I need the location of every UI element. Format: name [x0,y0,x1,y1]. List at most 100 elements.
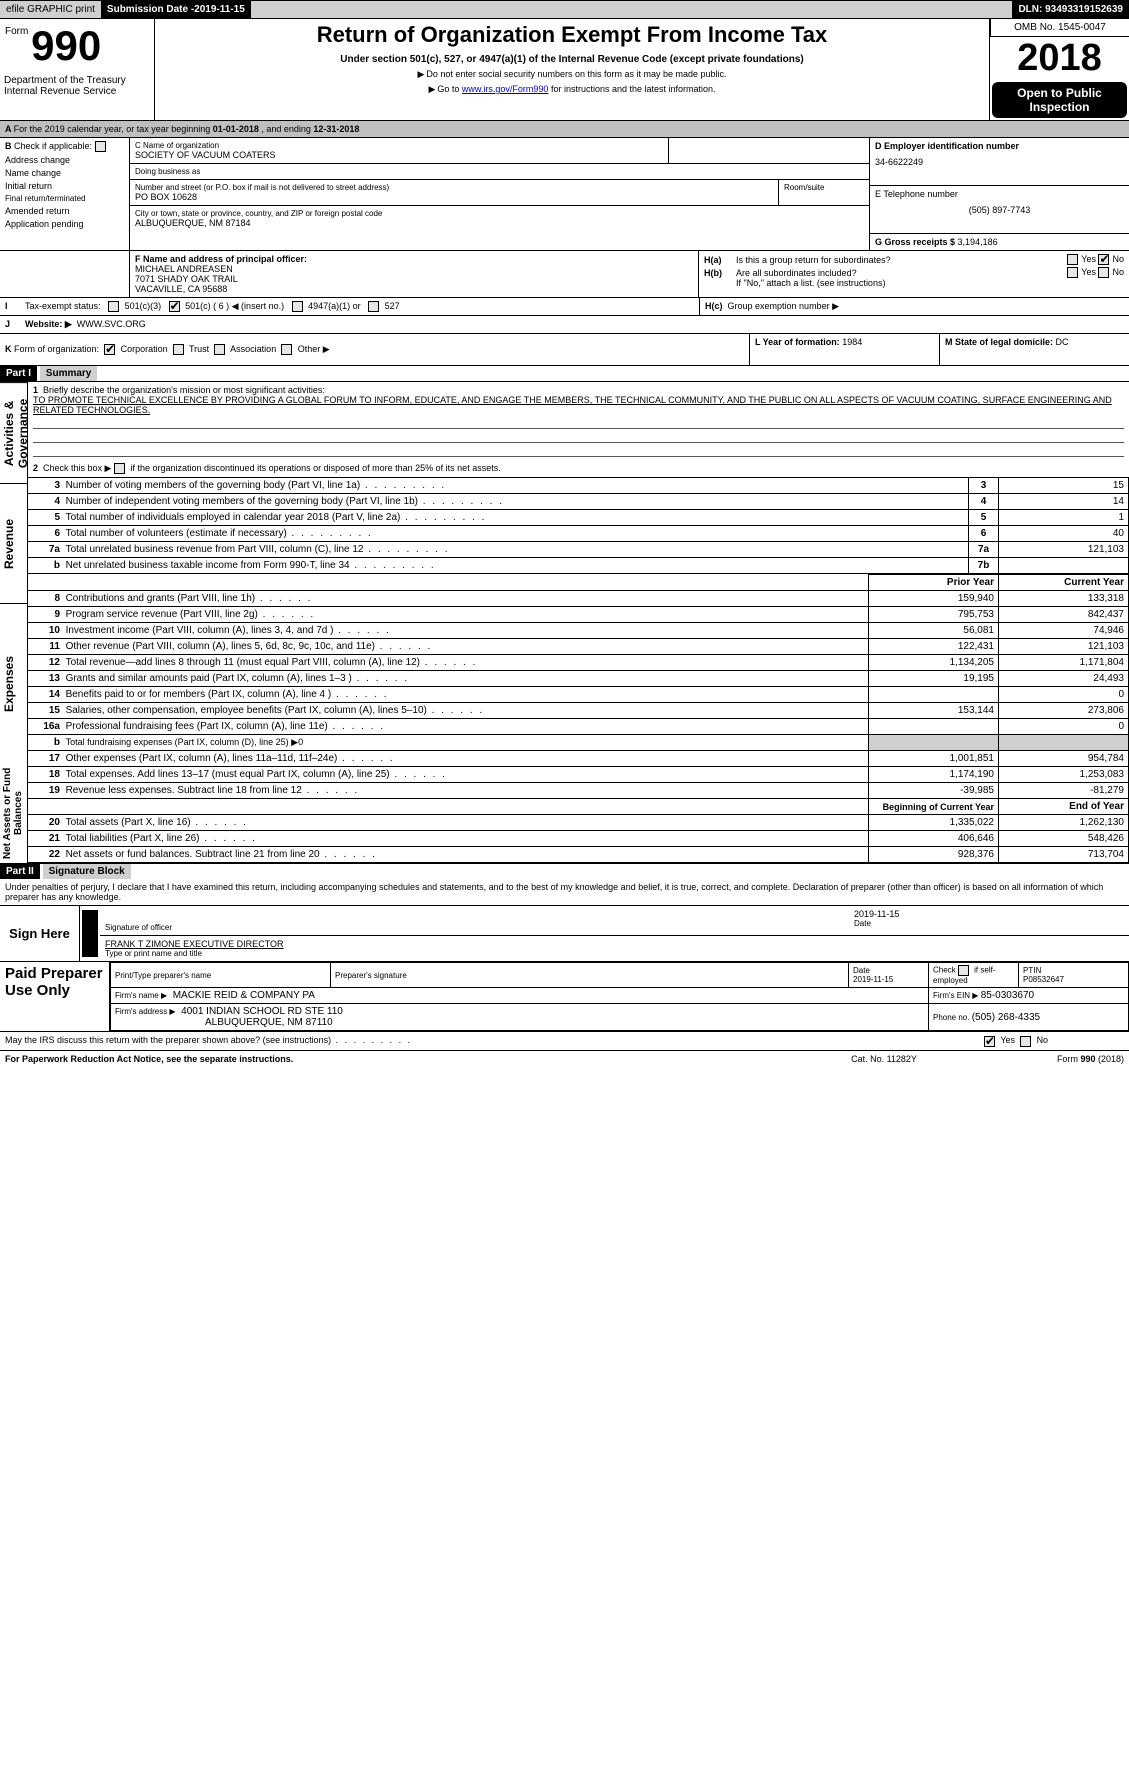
hb-yes-checkbox[interactable] [1067,267,1078,278]
row-9: 9 Program service revenue (Part VIII, li… [28,607,1129,623]
officer-addr1: 7071 SHADY OAK TRAIL [135,274,693,284]
website-value: WWW.SVC.ORG [77,319,146,329]
period-line: A For the 2019 calendar year, or tax yea… [0,121,1129,138]
hb-no-checkbox[interactable] [1098,267,1109,278]
tax-exempt-row: I Tax-exempt status: 501(c)(3) 501(c) ( … [0,298,1129,316]
cat-no: Cat. No. 11282Y [804,1054,964,1064]
website-row: J Website: ▶ WWW.SVC.ORG [0,316,1129,334]
form-org-row: K Form of organization: Corporation Trus… [0,334,1129,366]
dba-label: Doing business as [135,167,864,176]
i-4947-checkbox[interactable] [292,301,303,312]
discuss-row: May the IRS discuss this return with the… [0,1032,1129,1050]
b-name-change[interactable]: Name change [5,168,124,178]
row-17: 17 Other expenses (Part IX, column (A), … [28,751,1129,767]
i-label: Tax-exempt status: [25,301,101,311]
hc-label: Group exemption number ▶ [728,301,839,311]
row-18: 18 Total expenses. Add lines 13–17 (must… [28,767,1129,783]
part1-header: Part I Summary [0,366,1129,382]
k-assoc-checkbox[interactable] [214,344,225,355]
b-amended-return[interactable]: Amended return [5,206,124,216]
sign-here-label: Sign Here [9,926,70,941]
part1-title: Summary [40,366,98,381]
firm-name: MACKIE REID & COMPANY PA [173,990,315,1001]
line2-text: Check this box ▶ if the organization dis… [43,463,501,473]
discuss-yes-checkbox[interactable] [984,1036,995,1047]
ein-value: 34-6622249 [875,157,1124,167]
k-other-checkbox[interactable] [281,344,292,355]
i-527-checkbox[interactable] [368,301,379,312]
i-501c3-checkbox[interactable] [108,301,119,312]
k-trust-checkbox[interactable] [173,344,184,355]
ha-no-checkbox[interactable] [1098,254,1109,265]
hb-label: Are all subordinates included? [736,268,1067,278]
prep-h1: Print/Type preparer's name [111,963,331,988]
summary-row-7a: 7a Total unrelated business revenue from… [28,542,1129,558]
officer-addr2: VACAVILLE, CA 95688 [135,284,693,294]
ptin-value: P08532647 [1023,975,1064,984]
row-8: 8 Contributions and grants (Part VIII, l… [28,591,1129,607]
form-header: Form 990 Department of the Treasury Inte… [0,19,1129,121]
jurat-text: Under penalties of perjury, I declare th… [0,879,1129,905]
dln: DLN: 93493319152639 [1012,1,1129,18]
sig-date: 2019-11-15 [854,909,1124,919]
prep-date: 2019-11-15 [853,975,893,984]
row-15: 15 Salaries, other compensation, employe… [28,703,1129,719]
irs-link[interactable]: www.irs.gov/Form990 [462,84,549,94]
i-501c-checkbox[interactable] [169,301,180,312]
entity-block: B Check if applicable: Address change Na… [0,138,1129,251]
summary-row-3: 3 Number of voting members of the govern… [28,478,1129,494]
c-name-label: C Name of organization [135,141,663,150]
line2-checkbox[interactable] [114,463,125,474]
page-footer: For Paperwork Reduction Act Notice, see … [0,1051,1129,1067]
part1-tag: Part I [0,366,37,381]
b-application-pending[interactable]: Application pending [5,219,124,229]
f-label: F Name and address of principal officer: [135,254,693,264]
side-net: Net Assets or Fund Balances [0,763,27,863]
sig-date-label: Date [854,919,1124,928]
part2-title: Signature Block [43,864,131,879]
subtitle-2: Do not enter social security numbers on … [160,69,984,80]
subtitle-3: Go to www.irs.gov/Form990 for instructio… [160,84,984,95]
sign-arrow-icon [82,910,98,957]
officer-name-title: FRANK T ZIMONE EXECUTIVE DIRECTOR [105,939,1124,949]
officer-name: MICHAEL ANDREASEN [135,264,693,274]
sign-here-block: Sign Here Signature of officer 2019-11-1… [0,905,1129,962]
e-label: E Telephone number [875,189,1124,199]
form-number: 990 [31,22,101,69]
side-activities: Activities & Governance [0,382,27,483]
efile-graphic-print[interactable]: efile GRAPHIC print [0,1,101,18]
ha-yes-checkbox[interactable] [1067,254,1078,265]
city-label: City or town, state or province, country… [135,209,864,218]
row-21: 21 Total liabilities (Part X, line 26)40… [28,831,1129,847]
b-address-change[interactable]: Address change [5,155,124,165]
prior-current-header: Prior Year Current Year 8 Contributions … [28,574,1129,863]
street-label: Number and street (or P.O. box if mail i… [135,183,773,192]
part2-tag: Part II [0,864,40,879]
b-top-checkbox[interactable] [95,141,106,152]
summary-block: Activities & Governance Revenue Expenses… [0,382,1129,863]
submission-date: Submission Date - 2019-11-15 [101,1,251,18]
head-prior: Prior Year [869,575,999,591]
line1-label: Briefly describe the organization's miss… [43,385,325,395]
discuss-no-checkbox[interactable] [1020,1036,1031,1047]
firm-addr1: 4001 INDIAN SCHOOL RD STE 110 [181,1006,343,1017]
row-22: 22 Net assets or fund balances. Subtract… [28,847,1129,863]
open-to-public: Open to Public Inspection [992,82,1127,118]
k-corp-checkbox[interactable] [104,344,115,355]
self-employed-checkbox[interactable] [958,965,969,976]
subtitle-1: Under section 501(c), 527, or 4947(a)(1)… [160,54,984,65]
form-prefix: Form [5,26,28,37]
line-16b: b Total fundraising expenses (Part IX, c… [28,735,1129,751]
line1-text: TO PROMOTE TECHNICAL EXCELLENCE BY PROVI… [33,395,1112,415]
form-footer: Form 990 (2018) [964,1054,1124,1064]
sig-officer-label: Signature of officer [105,923,844,932]
side-expenses: Expenses [0,603,27,763]
firm-phone: (505) 268-4335 [972,1012,1040,1023]
city-value: ALBUQUERQUE, NM 87184 [135,218,864,228]
side-revenue: Revenue [0,483,27,603]
hb-note: If "No," attach a list. (see instruction… [736,278,1124,288]
b-initial-return[interactable]: Initial return [5,181,124,191]
row-19: 19 Revenue less expenses. Subtract line … [28,783,1129,799]
b-final-return[interactable]: Final return/terminated [5,194,124,203]
tax-year: 2018 [990,37,1129,80]
